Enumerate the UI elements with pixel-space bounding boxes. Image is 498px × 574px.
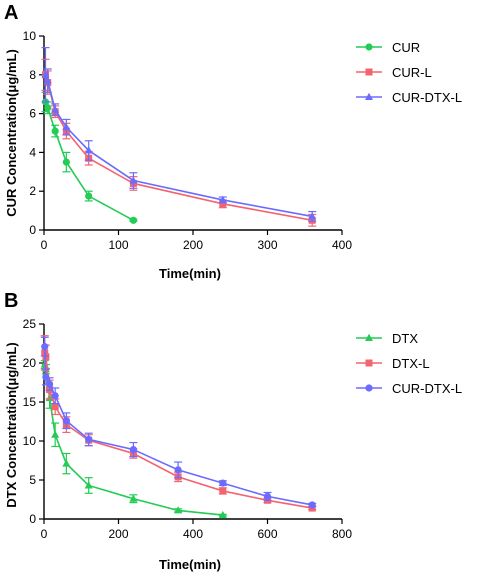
x-tick-label: 400 (183, 527, 203, 541)
legend-label: CUR-DTX-L (392, 90, 462, 105)
data-point (219, 479, 227, 487)
data-point (62, 158, 70, 166)
data-point (365, 333, 373, 341)
series-dtx (40, 360, 227, 519)
series-line (44, 74, 313, 218)
y-axis-label: CUR Concentration(μg/mL) (4, 49, 19, 217)
legend-item: CUR-DTX-L (356, 90, 462, 105)
data-point (365, 92, 373, 100)
legend: DTX DTX-L CUR-DTX-L (356, 331, 462, 396)
legend-label: DTX-L (392, 356, 430, 371)
series-dtx-l (40, 335, 317, 512)
legend-label: CUR-L (392, 65, 432, 80)
data-point (84, 481, 93, 489)
data-point (41, 70, 50, 78)
data-point (365, 68, 373, 76)
data-point (45, 380, 54, 388)
data-point (41, 343, 49, 351)
y-tick-label: 10 (23, 29, 37, 43)
series-cur-dtx-l (41, 47, 317, 222)
x-tick-label: 600 (257, 527, 277, 541)
data-point (51, 430, 60, 438)
data-point (174, 466, 182, 474)
data-point (62, 459, 71, 467)
y-tick-label: 4 (29, 145, 36, 159)
data-point (85, 192, 93, 200)
y-tick-label: 10 (23, 434, 37, 448)
legend-item: CUR (356, 40, 420, 55)
data-point (43, 76, 52, 84)
data-point (85, 435, 93, 444)
legend-item: DTX-L (356, 356, 430, 371)
panel-label: B (4, 290, 18, 312)
data-point (62, 417, 70, 425)
y-tick-label: 25 (23, 317, 37, 331)
y-tick-label: 6 (29, 107, 36, 121)
data-point (51, 403, 59, 411)
data-point (51, 105, 60, 113)
data-point (263, 492, 272, 500)
y-axis-label: DTX Concentration(μg/mL) (4, 342, 19, 507)
data-point (218, 195, 227, 203)
data-point (365, 384, 373, 392)
legend: CUR CUR-L CUR-DTX-L (356, 40, 462, 105)
data-point (42, 373, 50, 381)
legend-label: CUR (392, 40, 420, 55)
y-tick-label: 20 (23, 356, 37, 370)
plot-area (40, 335, 317, 519)
data-point (44, 104, 52, 112)
data-point (365, 43, 373, 51)
y-tick-label: 2 (29, 184, 36, 198)
data-point (218, 510, 227, 519)
x-tick-label: 800 (332, 527, 352, 541)
x-axis-label: Time(min) (159, 266, 221, 281)
data-point (219, 487, 227, 495)
data-point (219, 200, 227, 208)
x-tick-label: 300 (257, 238, 277, 252)
data-point (129, 216, 137, 224)
data-point (308, 212, 317, 220)
legend-item: DTX (356, 331, 418, 346)
data-point (129, 494, 138, 502)
data-point (174, 506, 183, 514)
y-tick-label: 5 (29, 473, 36, 487)
series-cur-dtx-l (40, 336, 317, 509)
legend-item: CUR-L (356, 65, 432, 80)
y-tick-label: 0 (29, 223, 36, 237)
x-tick-label: 0 (41, 527, 48, 541)
data-point (308, 501, 316, 509)
data-point (129, 176, 138, 184)
axes: 0 5 10 15 20 25 0 200 400 600 800 (23, 317, 353, 541)
x-tick-label: 100 (108, 238, 128, 252)
data-point (365, 359, 373, 367)
panel-label: A (4, 2, 18, 24)
data-point (84, 146, 93, 154)
legend-label: DTX (392, 331, 418, 346)
x-tick-label: 200 (183, 238, 203, 252)
y-tick-label: 15 (23, 395, 37, 409)
legend-item: CUR-DTX-L (356, 381, 462, 396)
panel-a: A CUR Concentration(μg/mL) Time(min) 0 2 4… (4, 2, 462, 281)
y-tick-label: 8 (29, 68, 36, 82)
x-tick-label: 200 (108, 527, 128, 541)
data-point (51, 127, 59, 135)
series-cur-l (41, 58, 317, 227)
data-point (62, 122, 71, 131)
x-axis-label: Time(min) (159, 557, 221, 572)
series-line (43, 352, 313, 509)
data-point (129, 445, 137, 454)
plot-area (41, 47, 317, 227)
series-line (43, 364, 223, 516)
y-tick-label: 0 (29, 512, 36, 526)
legend-label: CUR-DTX-L (392, 381, 462, 396)
x-tick-label: 0 (41, 238, 48, 252)
data-point (51, 392, 59, 400)
panel-b: B DTX Concentration(μg/mL) Time(min) 0 5 1… (4, 290, 462, 572)
x-tick-label: 400 (332, 238, 352, 252)
